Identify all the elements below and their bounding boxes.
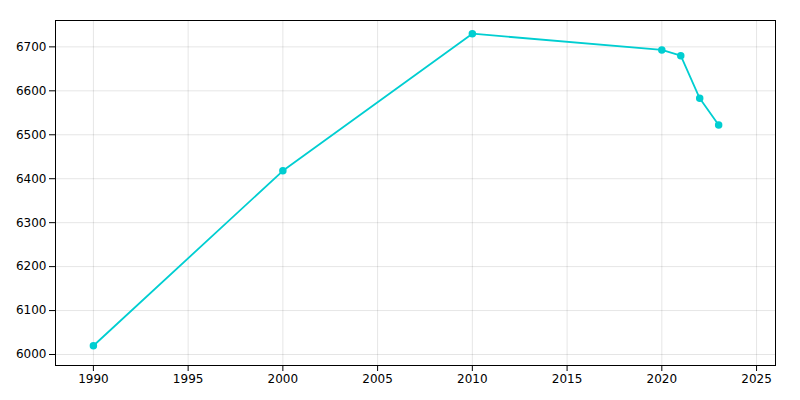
svg-text:6100: 6100 xyxy=(16,303,47,317)
svg-text:6000: 6000 xyxy=(16,347,47,361)
svg-text:6700: 6700 xyxy=(16,40,47,54)
svg-text:6600: 6600 xyxy=(16,84,47,98)
svg-text:2010: 2010 xyxy=(457,372,488,386)
svg-text:6200: 6200 xyxy=(16,259,47,273)
svg-text:2015: 2015 xyxy=(552,372,583,386)
svg-text:6300: 6300 xyxy=(16,216,47,230)
svg-text:6500: 6500 xyxy=(16,128,47,142)
svg-text:6400: 6400 xyxy=(16,172,47,186)
svg-text:1990: 1990 xyxy=(78,372,109,386)
svg-text:2025: 2025 xyxy=(741,372,772,386)
svg-text:2000: 2000 xyxy=(268,372,299,386)
svg-text:1995: 1995 xyxy=(173,372,204,386)
svg-text:2020: 2020 xyxy=(647,372,678,386)
svg-text:2005: 2005 xyxy=(362,372,393,386)
